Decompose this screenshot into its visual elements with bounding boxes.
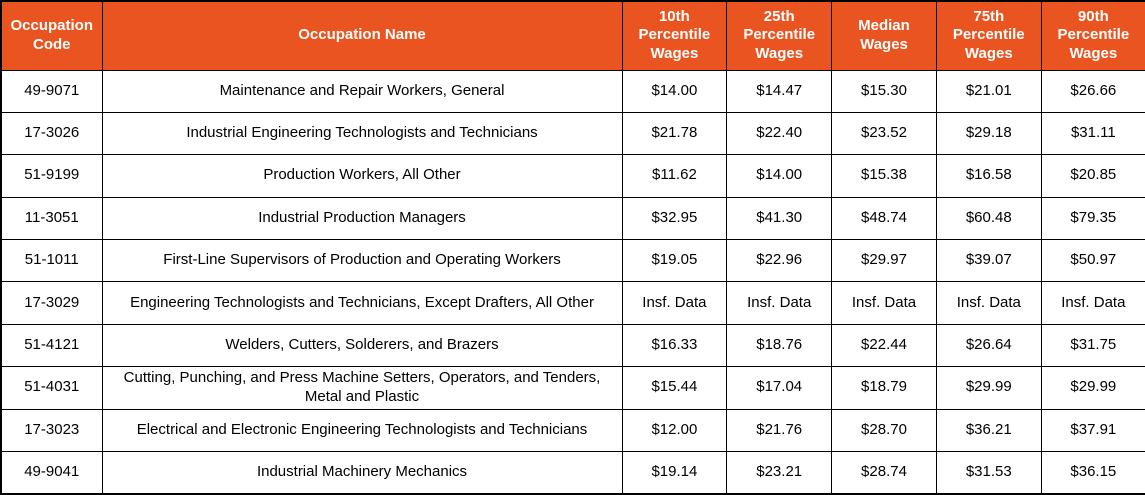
col-header-10th-percentile-wages: 10th Percentile Wages [621,0,728,71]
occupation-code-cell: 51-4121 [0,323,103,367]
occupation-code-cell: 51-1011 [0,238,103,283]
table-row: 49-9041 Industrial Machinery Mechanics $… [0,451,1145,495]
occupation-code-cell: 49-9041 [0,451,103,495]
occupation-name-cell: Cutting, Punching, and Press Machine Set… [101,365,623,410]
wage-cell: $20.85 [1040,154,1145,198]
wage-cell: $36.15 [1040,451,1145,495]
wage-cell: $15.44 [621,365,728,410]
wage-cell: $22.40 [726,111,833,156]
wage-cell: $29.18 [935,111,1042,156]
table-row: 17-3023 Electrical and Electronic Engine… [0,408,1145,453]
occupation-code-cell: 17-3026 [0,111,103,156]
wage-cell: $32.95 [621,196,728,240]
wage-cell: $36.21 [935,408,1042,453]
occupation-code-cell: 11-3051 [0,196,103,240]
wage-cell: $17.04 [726,365,833,410]
wage-cell: $21.76 [726,408,833,453]
wage-cell: $22.44 [831,323,937,367]
occupation-name-cell: Engineering Technologists and Technician… [101,281,623,325]
table-header: Occupation Code Occupation Name 10th Per… [0,0,1145,71]
table-row: 51-4031 Cutting, Punching, and Press Mac… [0,365,1145,410]
wage-cell: $23.21 [726,451,833,495]
occupation-name-cell: First-Line Supervisors of Production and… [101,238,623,283]
table-row: 49-9071 Maintenance and Repair Workers, … [0,69,1145,113]
occupation-name-cell: Industrial Machinery Mechanics [101,451,623,495]
occupation-code-cell: 51-9199 [0,154,103,198]
wage-cell: $60.48 [935,196,1042,240]
table-row: 51-4121 Welders, Cutters, Solderers, and… [0,323,1145,367]
wage-cell: Insf. Data [1040,281,1145,325]
wage-cell: $22.96 [726,238,833,283]
occupation-code-cell: 49-9071 [0,69,103,113]
wage-cell: $14.00 [726,154,833,198]
wage-cell: $19.14 [621,451,728,495]
wage-cell: Insf. Data [831,281,937,325]
wage-cell: $16.33 [621,323,728,367]
wage-cell: $16.58 [935,154,1042,198]
wage-cell: $29.99 [1040,365,1145,410]
wage-cell: $37.91 [1040,408,1145,453]
wage-cell: $26.64 [935,323,1042,367]
occupation-code-cell: 17-3029 [0,281,103,325]
occupation-name-cell: Electrical and Electronic Engineering Te… [101,408,623,453]
col-header-median-wages: Median Wages [831,0,937,71]
wage-cell: $28.74 [831,451,937,495]
occupation-name-cell: Industrial Production Managers [101,196,623,240]
header-row: Occupation Code Occupation Name 10th Per… [0,0,1145,71]
table-row: 17-3029 Engineering Technologists and Te… [0,281,1145,325]
occupation-name-cell: Industrial Engineering Technologists and… [101,111,623,156]
wage-cell: $26.66 [1040,69,1145,113]
wage-cell: Insf. Data [621,281,728,325]
wage-cell: $15.30 [831,69,937,113]
wage-cell: $23.52 [831,111,937,156]
occupation-name-cell: Maintenance and Repair Workers, General [101,69,623,113]
table-row: 11-3051 Industrial Production Managers $… [0,196,1145,240]
wage-cell: Insf. Data [935,281,1042,325]
wage-cell: $29.97 [831,238,937,283]
table-row: 51-9199 Production Workers, All Other $1… [0,154,1145,198]
wage-cell: $15.38 [831,154,937,198]
wage-cell: $12.00 [621,408,728,453]
table-row: 17-3026 Industrial Engineering Technolog… [0,111,1145,156]
wage-cell: $79.35 [1040,196,1145,240]
wage-cell: $31.75 [1040,323,1145,367]
wage-cell: $14.47 [726,69,833,113]
wage-cell: Insf. Data [726,281,833,325]
wage-table-body: 49-9071 Maintenance and Repair Workers, … [0,69,1145,495]
wage-cell: $48.74 [831,196,937,240]
wage-cell: $31.53 [935,451,1042,495]
col-header-25th-percentile-wages: 25th Percentile Wages [726,0,833,71]
wage-cell: $50.97 [1040,238,1145,283]
col-header-occupation-code: Occupation Code [0,0,103,71]
table-row: 51-1011 First-Line Supervisors of Produc… [0,238,1145,283]
col-header-occupation-name: Occupation Name [101,0,623,71]
col-header-75th-percentile-wages: 75th Percentile Wages [935,0,1042,71]
wage-cell: $41.30 [726,196,833,240]
wage-cell: $21.01 [935,69,1042,113]
wage-cell: $31.11 [1040,111,1145,156]
wage-cell: $14.00 [621,69,728,113]
occupation-code-cell: 51-4031 [0,365,103,410]
col-header-90th-percentile-wages: 90th Percentile Wages [1040,0,1145,71]
wage-cell: $39.07 [935,238,1042,283]
occupation-name-cell: Welders, Cutters, Solderers, and Brazers [101,323,623,367]
occupation-code-cell: 17-3023 [0,408,103,453]
wage-cell: $18.76 [726,323,833,367]
wage-cell: $21.78 [621,111,728,156]
wage-cell: $11.62 [621,154,728,198]
occupation-name-cell: Production Workers, All Other [101,154,623,198]
wage-cell: $29.99 [935,365,1042,410]
wage-cell: $19.05 [621,238,728,283]
wage-cell: $18.79 [831,365,937,410]
wage-cell: $28.70 [831,408,937,453]
